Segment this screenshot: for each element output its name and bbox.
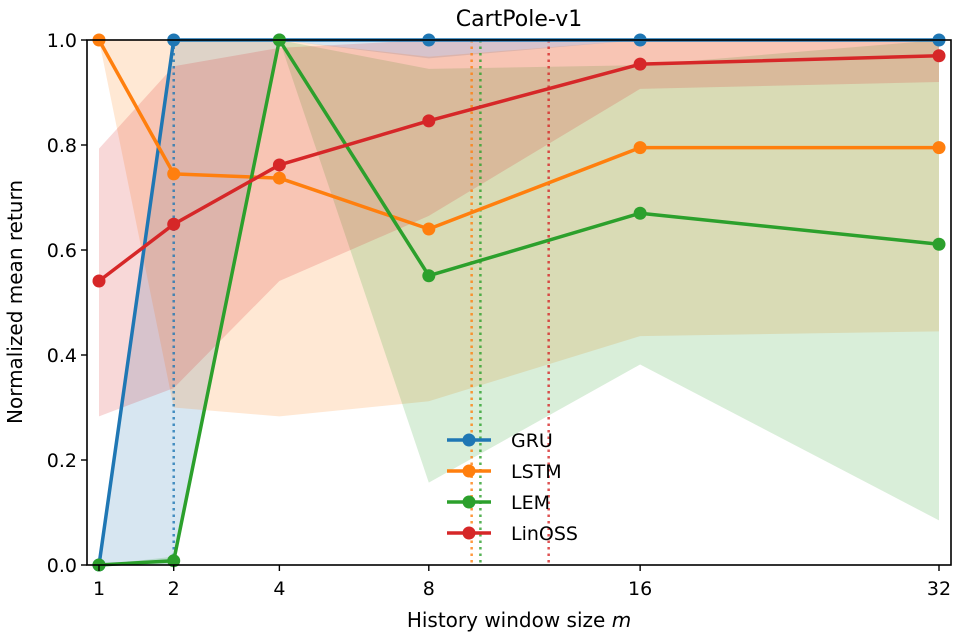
point-lem-2 bbox=[167, 554, 181, 568]
point-linoss-2 bbox=[167, 217, 181, 231]
line-linoss bbox=[97, 54, 940, 283]
y-tick-label: 0.2 bbox=[47, 450, 77, 472]
y-tick-label: 1.0 bbox=[47, 30, 77, 52]
legend-label-lem: LEM bbox=[511, 492, 550, 514]
band-lem bbox=[99, 40, 939, 565]
y-tick-label: 0.6 bbox=[47, 240, 77, 262]
y-axis: 0.0 0.2 0.4 0.6 0.8 1.0 bbox=[47, 30, 87, 577]
legend-label-gru: GRU bbox=[511, 430, 553, 452]
point-linoss-1 bbox=[92, 274, 106, 288]
legend-label-linoss: LinOSS bbox=[511, 523, 578, 545]
point-lem-16 bbox=[633, 206, 647, 220]
x-tick-label: 1 bbox=[93, 578, 105, 600]
x-tick-label: 2 bbox=[168, 578, 180, 600]
x-tick-label: 16 bbox=[628, 578, 652, 600]
band-linoss bbox=[99, 40, 939, 417]
point-lem-32 bbox=[932, 237, 946, 251]
reference-lines bbox=[172, 40, 550, 565]
band-lstm bbox=[99, 40, 939, 417]
legend-marker-gru bbox=[462, 433, 476, 447]
x-tick-label: 4 bbox=[273, 578, 285, 600]
point-lem-8 bbox=[422, 269, 436, 283]
point-lstm-4 bbox=[272, 171, 286, 185]
point-linoss-4 bbox=[272, 158, 286, 172]
x-axis-label: History window size m bbox=[407, 608, 631, 632]
y-tick-label: 0.4 bbox=[47, 345, 77, 367]
legend-label-lstm: LSTM bbox=[511, 461, 562, 483]
point-lstm-8 bbox=[422, 222, 436, 236]
legend: GRU LSTM LEM LinOSS bbox=[447, 430, 578, 545]
data-series bbox=[92, 33, 946, 572]
x-tick-label: 8 bbox=[423, 578, 435, 600]
y-axis-label: Normalized mean return bbox=[3, 180, 27, 424]
point-lstm-32 bbox=[932, 141, 946, 155]
legend-marker-lstm bbox=[462, 464, 476, 478]
line-lem bbox=[98, 38, 940, 567]
chart-title: CartPole-v1 bbox=[456, 7, 582, 32]
x-axis: 1 2 4 8 16 32 bbox=[93, 565, 951, 600]
legend-marker-lem bbox=[462, 495, 476, 509]
point-linoss-16 bbox=[633, 57, 647, 71]
point-linoss-32 bbox=[932, 49, 946, 63]
y-tick-label: 0.8 bbox=[47, 135, 77, 157]
point-lstm-16 bbox=[633, 141, 647, 155]
y-tick-label: 0.0 bbox=[47, 555, 77, 577]
point-lstm-2 bbox=[167, 167, 181, 181]
plot-frame bbox=[86, 39, 952, 566]
line-lstm bbox=[97, 39, 939, 231]
legend-marker-linoss bbox=[462, 526, 476, 540]
point-linoss-8 bbox=[422, 114, 436, 128]
x-tick-label: 32 bbox=[927, 578, 951, 600]
